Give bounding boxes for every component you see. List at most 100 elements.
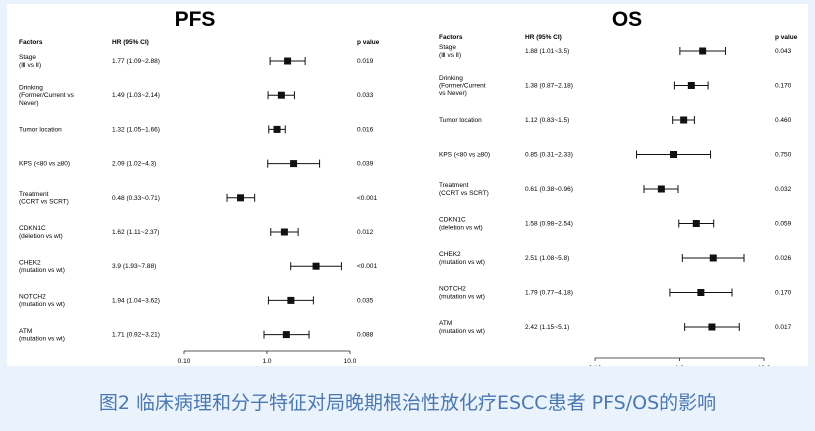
panel-2-p-value: 0.026 <box>775 255 792 262</box>
panel-1-hr-point <box>273 125 281 133</box>
panel-1-factor-label: NOTCH2 <box>19 294 46 301</box>
panel-2-hr-label: 1.38 (0.87~2.18) <box>525 83 573 90</box>
panel-2-factor-label: CDKN1C <box>439 217 466 224</box>
panel-1-hr-label: 1.94 (1.04~3.62) <box>112 297 160 304</box>
panel-1-p-value: <0.001 <box>357 263 377 270</box>
panel-2-hr-point <box>692 220 700 227</box>
panel-1-p-value: 0.016 <box>357 126 374 133</box>
panel-1-factor-label: (CCRT vs SCRT) <box>19 199 69 206</box>
panel-2-hr-label: 1.58 (0.98~2.54) <box>525 221 573 228</box>
panel-1-factor-label: Never) <box>19 100 39 107</box>
panel-2-hr-label: 0.85 (0.31~2.33) <box>525 152 573 159</box>
panel-1-header-factors: Factors <box>19 39 43 46</box>
panel-1-hr-point <box>280 228 288 236</box>
panel-1-hr-point <box>277 91 285 99</box>
panel-2-factor-label: CHEK2 <box>439 251 461 258</box>
panel-1-factor-label: Stage <box>19 54 36 61</box>
forest-plot-figure: PFS Factors HR (95% CI) p value Stage (Ⅲ vs Ⅱ… <box>7 4 808 366</box>
panel-2-hr-point <box>709 254 717 262</box>
panel-1-hr-point <box>237 194 245 202</box>
panel-2-factor-label: (mutation vs wt) <box>439 328 485 335</box>
panel-2-p-value: 0.059 <box>775 221 792 228</box>
panel-2-factor-label: vs Never) <box>439 90 467 97</box>
panel-1-factor-label: Tumor location <box>19 126 62 133</box>
panel-1-hr-label: 3.9 (1.93~7.88) <box>112 263 156 270</box>
panel-1-p-value: 0.033 <box>357 92 374 99</box>
panel-2-p-value: 0.017 <box>775 324 792 331</box>
panel-2-factor-label: (CCRT vs SCRT) <box>439 190 489 197</box>
panel-2-hr-point <box>657 185 665 193</box>
panel-1-x-tick-label: 1.0 <box>262 358 271 365</box>
panel-1-hr-point <box>312 262 320 270</box>
panel-2-hr-point <box>680 116 688 124</box>
panel-2-factor-label: (Former/Current <box>439 83 486 90</box>
panel-2-hr-point <box>687 82 695 89</box>
panel-2-header-hr: HR (95% CI) <box>525 34 562 41</box>
panel-1-factor-label: (Ⅲ vs Ⅱ) <box>19 62 41 69</box>
panel-2-p-value: 0.032 <box>775 186 792 193</box>
panel-2-hr-label: 1.12 (0.83~1.5) <box>525 117 569 124</box>
figure-caption: 图2 临床病理和分子特征对局晚期根治性放化疗ESCC患者 PFS/OS的影响 <box>98 392 717 414</box>
panel-2-x-tick-label: 1.0 <box>675 365 684 366</box>
panel-2-factor-label: (deletion vs wt) <box>439 224 483 231</box>
panel-2-x-tick-label: 10.0 <box>758 365 771 366</box>
panel-1-hr-label: 1.49 (1.03~2.14) <box>112 92 160 99</box>
panel-1-factor-label: Treatment <box>19 191 49 198</box>
panel-2-header-p: p value <box>775 34 798 41</box>
panel-1-p-value: 0.088 <box>357 332 374 339</box>
panel-2-hr-label: 2.42 (1.15~5.1) <box>525 324 569 331</box>
panel-1-factor-label: ATM <box>19 328 32 335</box>
panel-1-hr-point <box>282 331 290 339</box>
panel-2-hr-point <box>708 323 716 331</box>
panel-2-header-factors: Factors <box>439 34 463 41</box>
panel-2-hr-label: 1.88 (1.01~3.5) <box>525 48 569 55</box>
panel-1-x-tick-label: 0.10 <box>178 358 191 365</box>
panel-2-p-value: 0.170 <box>775 83 792 90</box>
panel-1-hr-label: 1.77 (1.09~2.88) <box>112 58 160 65</box>
panel-1-factor-label: CHEK2 <box>19 259 41 266</box>
panel-1-p-value: 0.039 <box>357 161 374 168</box>
panel-2-factor-label: (mutation vs wt) <box>439 259 485 266</box>
panel-2-hr-label: 2.51 (1.08~5.8) <box>525 255 569 262</box>
panel-1-header-hr: HR (95% CI) <box>112 39 149 46</box>
panel-1-hr-label: 1.71 (0.92~3.21) <box>112 332 160 339</box>
panel-2-p-value: 0.170 <box>775 290 792 297</box>
panel-2-factor-label: ATM <box>439 320 452 327</box>
panel-2-factor-label: Stage <box>439 44 456 51</box>
panel-1-p-value: 0.019 <box>357 58 374 65</box>
panel-1-factor-label: (Former/Current vs <box>19 92 75 99</box>
panel-1-factor-label: (mutation vs wt) <box>19 335 65 342</box>
panel-1-hr-point <box>287 296 295 304</box>
panel-1-factor-label: (deletion vs wt) <box>19 233 63 240</box>
panel-1-factor-label: Drinking <box>19 85 43 92</box>
panel-1-hr-point <box>284 57 292 65</box>
panel-1-header-p: p value <box>357 39 380 46</box>
panel-1-hr-label: 1.32 (1.05~1.66) <box>112 126 160 133</box>
panel-2-factor-label: KPS (<80 vs ≥80) <box>439 152 490 159</box>
panel-2-factor-label: (mutation vs wt) <box>439 293 485 300</box>
panel-1-hr-label: 1.62 (1.11~2.37) <box>112 229 159 236</box>
panel-2-p-value: 0.043 <box>775 48 792 55</box>
panel-2-factor-label: Treatment <box>439 182 469 189</box>
panel-1-hr-label: 2.09 (1.02~4.3) <box>112 161 156 168</box>
panel-2-x-tick-label: 0.10 <box>589 365 602 366</box>
panel-1-factor-label: KPS (<80 vs ≥80) <box>19 161 70 168</box>
panel-1-x-tick-label: 10.0 <box>344 358 357 365</box>
panel-1-factor-label: (mutation vs wt) <box>19 267 65 274</box>
panel-2-hr-label: 1.79 (0.77~4.18) <box>525 290 573 297</box>
panel-2-factor-label: Tumor location <box>439 117 482 124</box>
panel-2-factor-label: NOTCH2 <box>439 286 466 293</box>
panel-1-p-value: 0.012 <box>357 229 374 236</box>
panel-1-hr-point <box>290 160 298 168</box>
panel-1-hr-label: 0.48 (0.33~0.71) <box>112 195 160 202</box>
panel-1-factor-label: CDKN1C <box>19 225 46 232</box>
panel-2-p-value: 0.460 <box>775 117 792 124</box>
panel-1-title: PFS <box>175 8 216 31</box>
panel-1-p-value: 0.035 <box>357 297 374 304</box>
panel-1-factor-label: (mutation vs wt) <box>19 301 65 308</box>
panel-2-title: OS <box>612 8 642 31</box>
panel-2-hr-point <box>670 151 678 158</box>
panel-1-p-value: <0.001 <box>357 195 377 202</box>
panel-2-factor-label: (Ⅲ vs Ⅱ) <box>439 52 461 59</box>
